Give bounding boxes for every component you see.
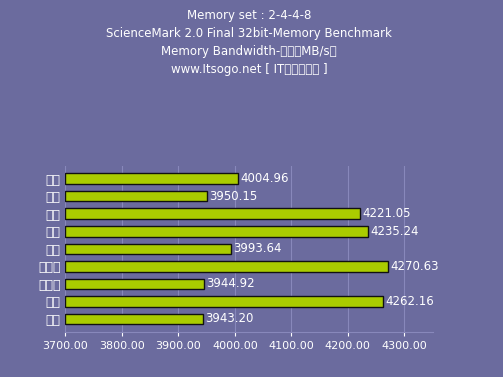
Bar — [65, 226, 368, 236]
Bar — [65, 208, 360, 219]
Bar — [65, 244, 231, 254]
Text: 4270.63: 4270.63 — [390, 260, 439, 273]
Text: Memory set : 2-4-4-8
ScienceMark 2.0 Final 32bit-Memory Benchmark
Memory Bandwid: Memory set : 2-4-4-8 ScienceMark 2.0 Fin… — [106, 9, 392, 77]
Text: 3943.20: 3943.20 — [205, 313, 254, 325]
Bar — [65, 191, 207, 201]
Text: 3950.15: 3950.15 — [209, 190, 257, 203]
Text: 4235.24: 4235.24 — [370, 225, 418, 238]
Bar — [65, 279, 204, 289]
Text: 4262.16: 4262.16 — [385, 295, 434, 308]
Text: 3944.92: 3944.92 — [206, 277, 255, 290]
Bar — [65, 261, 388, 271]
Text: 3993.64: 3993.64 — [233, 242, 282, 255]
Text: 4004.96: 4004.96 — [240, 172, 288, 185]
Bar — [65, 314, 203, 324]
Bar — [65, 296, 383, 307]
Text: 4221.05: 4221.05 — [362, 207, 410, 220]
Bar — [65, 173, 237, 184]
